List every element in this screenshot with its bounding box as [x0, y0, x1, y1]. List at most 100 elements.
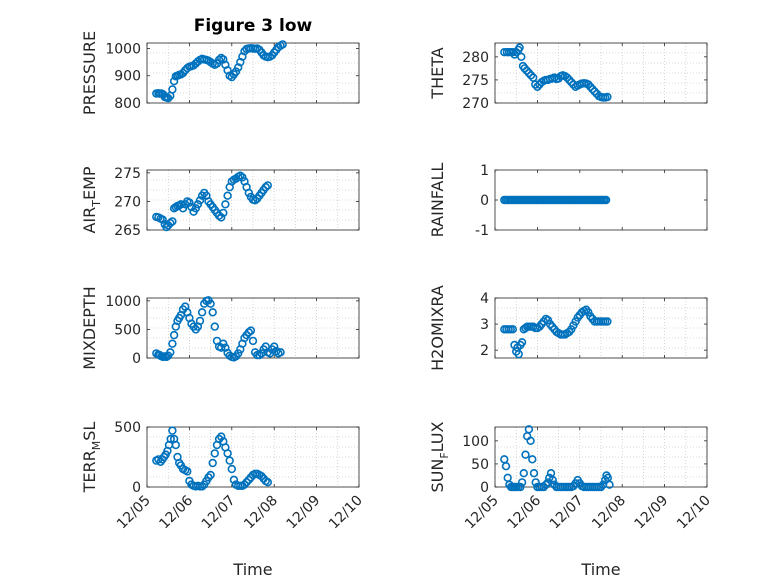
x-axis-label: Time	[580, 560, 620, 579]
data-series	[500, 425, 614, 492]
data-point	[185, 198, 194, 207]
data-point	[248, 336, 258, 346]
y-tick-label: 2	[480, 343, 489, 359]
data-point	[501, 462, 511, 471]
figure-title: Figure 3 low	[194, 16, 313, 36]
y-tick-label: 500	[114, 322, 141, 338]
data-point	[225, 456, 234, 465]
data-point	[522, 66, 531, 75]
data-series	[152, 296, 285, 362]
data-series	[152, 40, 287, 103]
data-point	[193, 200, 203, 209]
data-point	[584, 80, 593, 89]
y-tick-label: 500	[114, 420, 141, 436]
data-point	[564, 75, 574, 85]
data-point	[169, 330, 179, 340]
data-point	[516, 482, 525, 492]
data-point	[605, 480, 614, 489]
y-tick-label: 1000	[105, 294, 141, 310]
y-axis-label: H2OMIXRA	[428, 285, 447, 371]
subplot-7: 0 500 12/05 12/06 12/07 12/08 12/09 12/10 TERRMS…	[80, 420, 366, 579]
data-point	[533, 82, 542, 92]
x-tick-label: 12/05	[462, 493, 502, 533]
data-point	[208, 458, 217, 468]
data-point	[217, 213, 226, 222]
y-tick-label: 800	[114, 96, 141, 112]
subplot-1: 800 900 1000 PRESSURE	[80, 31, 360, 115]
y-tick-label: 0	[132, 351, 141, 367]
data-point	[539, 482, 548, 492]
data-point	[168, 339, 177, 348]
data-point	[541, 480, 551, 489]
data-point	[520, 64, 529, 73]
data-point	[183, 467, 192, 476]
y-tick-label: 275	[114, 166, 141, 182]
data-point	[229, 475, 239, 484]
subplot-4: -1 0 1 RAINFALL	[428, 163, 708, 239]
x-axis-label: Time	[232, 560, 272, 579]
axes-box	[146, 297, 360, 359]
data-point	[508, 325, 517, 334]
data-point	[210, 449, 220, 458]
data-point	[217, 432, 226, 441]
data-point	[197, 308, 207, 317]
y-tick-label: 100	[462, 434, 489, 450]
data-point	[590, 87, 599, 96]
y-tick-label: 0	[132, 480, 141, 496]
data-point	[503, 473, 512, 482]
data-point	[164, 93, 173, 103]
data-series	[500, 195, 611, 205]
y-axis-label: MIXDEPTH	[80, 286, 99, 369]
y-tick-label: 50	[471, 457, 489, 473]
data-point	[214, 55, 224, 65]
subplot-5: 0 500 1000 MIXDEPTH	[80, 286, 360, 370]
x-tick-label: 12/09	[284, 493, 324, 533]
data-point	[517, 478, 527, 487]
y-axis-label: TERRMSL	[80, 422, 103, 494]
data-point	[166, 218, 175, 228]
data-point	[244, 328, 254, 337]
x-tick-label: 12/10	[326, 493, 366, 533]
data-point	[217, 343, 226, 352]
axes-box	[146, 42, 360, 104]
data-point	[601, 195, 611, 205]
data-series	[152, 426, 272, 491]
data-point	[596, 482, 606, 492]
axes-box	[146, 426, 360, 488]
data-point	[206, 470, 215, 480]
data-point	[210, 322, 220, 331]
data-point	[197, 482, 207, 491]
y-axis-label: AIRTEMP	[80, 166, 103, 233]
data-point	[514, 349, 523, 359]
data-point	[206, 299, 215, 308]
data-point	[238, 173, 247, 182]
y-tick-label: 280	[462, 50, 489, 66]
data-point	[272, 346, 281, 356]
data-point	[521, 450, 530, 459]
y-tick-label: 900	[114, 69, 141, 85]
y-tick-label: 0	[480, 193, 489, 209]
data-point	[255, 350, 264, 360]
data-point	[223, 449, 232, 458]
data-point	[276, 348, 285, 357]
subplot-3: 265 270 275 AIRTEMP	[80, 166, 360, 239]
y-tick-label: 275	[462, 73, 489, 89]
data-point	[231, 67, 241, 76]
y-tick-label: 270	[462, 96, 489, 112]
x-tick-label: 12/07	[199, 493, 239, 533]
subplot-2: 270 275 280 THETA	[428, 42, 708, 112]
data-point	[526, 436, 535, 445]
y-tick-label: 3	[480, 317, 489, 333]
data-point	[236, 171, 245, 180]
y-tick-label: -1	[475, 223, 489, 239]
data-point	[168, 217, 177, 226]
data-point	[246, 326, 256, 335]
data-point	[208, 308, 217, 317]
y-axis-label: RAINFALL	[428, 163, 447, 238]
data-point	[227, 464, 237, 474]
data-point	[562, 73, 572, 82]
data-point	[548, 475, 557, 485]
data-point	[234, 349, 243, 358]
axes-box	[494, 297, 708, 359]
